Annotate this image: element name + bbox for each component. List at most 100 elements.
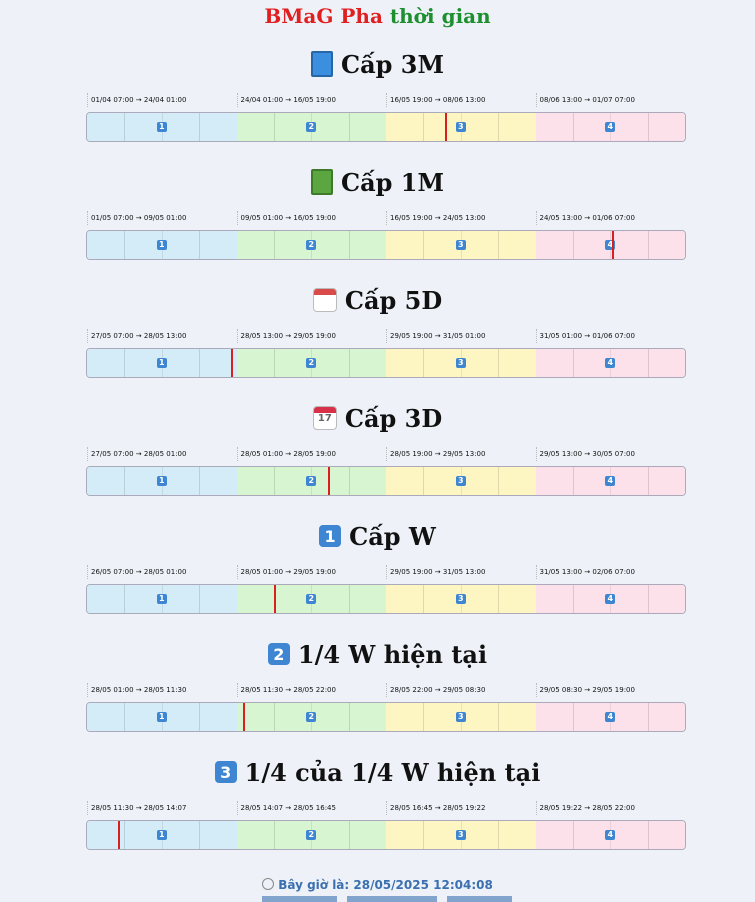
range-labels: 28/05 01:00 → 28/05 11:30 28/05 11:30 → 2… xyxy=(87,683,685,697)
phase-segment-4: 4 xyxy=(535,231,685,259)
segment-divider xyxy=(572,231,574,259)
phase-number-badge: 3 xyxy=(455,240,466,250)
phase-bar: 1 2 3 4 xyxy=(86,112,686,142)
segment-divider xyxy=(348,349,350,377)
phase-segment-4: 4 xyxy=(535,703,685,731)
segment-divider xyxy=(423,467,425,495)
current-time-marker xyxy=(242,703,245,731)
level-title: 1/4 W hiện tại xyxy=(297,639,488,669)
segment-divider xyxy=(498,349,500,377)
phase-number-badge: 3 xyxy=(455,358,466,368)
level-heading: 3 1/4 của 1/4 W hiện tại xyxy=(0,754,755,790)
range-label: 29/05 13:00 → 30/05 07:00 xyxy=(535,447,689,461)
segment-divider xyxy=(498,113,500,141)
segment-divider xyxy=(647,231,649,259)
range-label: 01/05 07:00 → 09/05 01:00 xyxy=(87,211,240,225)
green-book-icon xyxy=(310,169,333,195)
segment-divider xyxy=(124,703,126,731)
phase-number-badge: 2 xyxy=(306,476,317,486)
clock-icon xyxy=(262,878,275,890)
range-labels: 28/05 11:30 → 28/05 14:07 28/05 14:07 → 2… xyxy=(87,801,685,815)
phase-bar: 1 2 3 4 xyxy=(86,466,686,496)
phase-number-badge: 3 xyxy=(455,594,466,604)
phase-number-badge: 1 xyxy=(156,358,167,368)
segment-divider xyxy=(124,467,126,495)
phase-number-badge: 4 xyxy=(605,358,616,368)
phase-number-badge: 1 xyxy=(156,594,167,604)
range-label: 28/05 14:07 → 28/05 16:45 xyxy=(236,801,390,815)
current-time-marker xyxy=(328,467,331,495)
phase-number-badge: 1 xyxy=(156,476,167,486)
segment-divider xyxy=(124,585,126,613)
segment-divider xyxy=(273,467,275,495)
segment-divider xyxy=(647,349,649,377)
level-heading: 2 1/4 W hiện tại xyxy=(0,636,755,672)
phase-segment-2: 2 xyxy=(236,821,386,849)
phase-number-badge: 4 xyxy=(605,712,616,722)
phase-number-badge: 2 xyxy=(306,358,317,368)
blue-book-icon xyxy=(310,51,333,77)
phase-segment-4: 4 xyxy=(535,585,685,613)
current-time-marker xyxy=(612,231,615,259)
segment-divider xyxy=(348,467,350,495)
phase-segment-3: 3 xyxy=(386,113,536,141)
level-heading: 1 Cấp W xyxy=(0,518,755,554)
phase-segment-1: 1 xyxy=(87,113,237,141)
segment-divider xyxy=(423,113,425,141)
current-time-marker xyxy=(444,113,447,141)
phase-number-badge: 4 xyxy=(605,122,616,132)
segment-divider xyxy=(572,467,574,495)
range-label: 16/05 19:00 → 24/05 13:00 xyxy=(386,211,539,225)
phase-segment-4: 4 xyxy=(535,467,685,495)
phase-segment-3: 3 xyxy=(386,349,536,377)
phase-number-badge: 4 xyxy=(605,240,616,250)
range-label: 28/05 11:30 → 28/05 22:00 xyxy=(236,683,390,697)
segment-divider xyxy=(647,467,649,495)
phase-number-badge: 2 xyxy=(306,830,317,840)
phase-segment-3: 3 xyxy=(386,467,536,495)
segment-divider xyxy=(273,703,275,731)
phase-segment-1: 1 xyxy=(87,231,237,259)
range-label: 27/05 07:00 → 28/05 13:00 xyxy=(87,329,240,343)
phase-segment-2: 2 xyxy=(236,467,386,495)
calendar-17-icon: 17 xyxy=(312,406,337,430)
phase-segment-3: 3 xyxy=(386,703,536,731)
segment-divider xyxy=(124,231,126,259)
level-title: Cấp 1M xyxy=(340,167,445,197)
segment-divider xyxy=(348,231,350,259)
range-label: 29/05 08:30 → 29/05 19:00 xyxy=(535,683,689,697)
segment-divider xyxy=(498,703,500,731)
current-time-marker xyxy=(231,349,234,377)
segment-divider xyxy=(199,703,201,731)
range-label: 31/05 13:00 → 02/06 07:00 xyxy=(535,565,689,579)
app-title-part2: Pha xyxy=(340,4,383,28)
segment-divider xyxy=(124,349,126,377)
range-label: 28/05 01:00 → 28/05 11:30 xyxy=(87,683,240,697)
level-title: Cấp 3D xyxy=(344,403,443,433)
range-label: 24/05 13:00 → 01/06 07:00 xyxy=(535,211,689,225)
segment-divider xyxy=(572,113,574,141)
phase-number-badge: 1 xyxy=(156,240,167,250)
range-label: 28/05 11:30 → 28/05 14:07 xyxy=(87,801,240,815)
segment-divider xyxy=(423,349,425,377)
phase-segment-1: 1 xyxy=(87,467,237,495)
phase-bar: 1 2 3 4 xyxy=(86,348,686,378)
phase-segment-1: 1 xyxy=(87,349,237,377)
range-label: 16/05 19:00 → 08/06 13:00 xyxy=(386,93,539,107)
phase-number-badge: 2 xyxy=(306,712,317,722)
segment-divider xyxy=(498,585,500,613)
level-block: Cấp 1M 01/05 07:00 → 09/05 01:00 09/05 01:… xyxy=(0,164,755,282)
current-time-label: Bây giờ là: 28/05/2025 12:04:08 xyxy=(278,878,493,892)
phase-segment-2: 2 xyxy=(236,231,386,259)
segment-divider xyxy=(647,585,649,613)
segment-divider xyxy=(572,703,574,731)
segment-divider xyxy=(199,585,201,613)
range-label: 08/06 13:00 → 01/07 07:00 xyxy=(535,93,689,107)
calendar-icon xyxy=(312,288,337,312)
phase-number-badge: 1 xyxy=(156,830,167,840)
level-title: Cấp W xyxy=(349,521,436,551)
segment-divider xyxy=(273,821,275,849)
app-title: BMaG Pha thời gian xyxy=(0,4,755,28)
phase-segment-1: 1 xyxy=(87,821,237,849)
range-label: 29/05 19:00 → 31/05 13:00 xyxy=(386,565,539,579)
